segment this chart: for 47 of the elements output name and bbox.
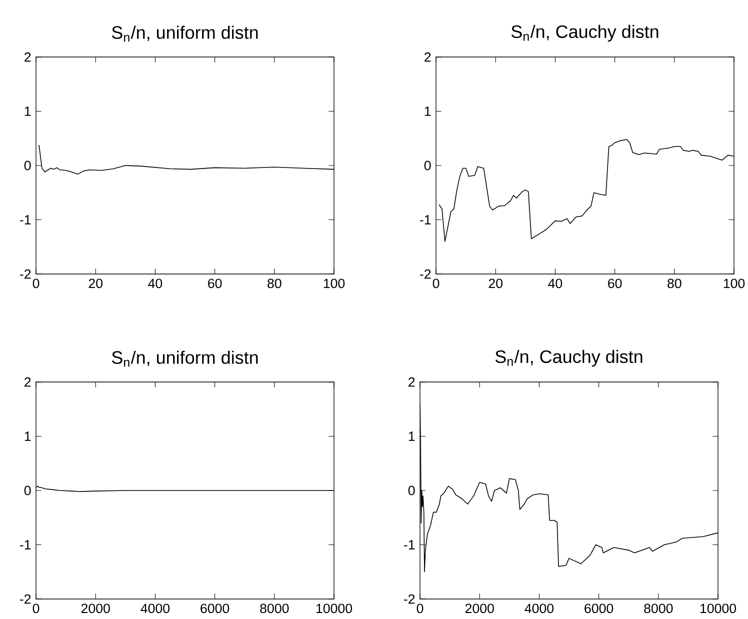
y-tick-label: 0 (24, 160, 31, 170)
y-tick-label: 0 (408, 486, 415, 496)
y-tick-label: -2 (404, 594, 415, 604)
x-tick-label: 80 (668, 278, 682, 288)
y-tick-label: 2 (408, 377, 415, 387)
chart-title: S$_{n}$/n, Cauchy distn (495, 350, 642, 367)
x-tick-label: 8000 (644, 604, 673, 614)
x-tick-label: 100 (324, 278, 345, 288)
chart-title: S$_{n}$/n, uniform distn (112, 350, 258, 367)
x-tick-label: 40 (548, 278, 562, 288)
y-tick-label: 2 (424, 52, 431, 62)
x-tick-label: 100 (724, 278, 745, 288)
x-tick-label: 8000 (260, 604, 289, 614)
x-tick-label: 6000 (584, 604, 614, 614)
x-tick-label: 6000 (200, 604, 230, 614)
x-tick-label: 20 (88, 278, 103, 288)
x-tick-label: 10000 (316, 604, 352, 614)
y-tick-label: -1 (404, 540, 415, 550)
y-tick-label: -2 (20, 269, 31, 279)
y-tick-label: -2 (20, 594, 31, 604)
y-tick-label: 1 (24, 432, 31, 441)
y-tick-label: 0 (24, 486, 31, 496)
x-tick-label: 40 (148, 278, 162, 288)
chart-title: S$_{n}$/n, uniform distn (112, 26, 258, 42)
x-tick-label: 60 (208, 278, 222, 288)
y-tick-label: 1 (424, 106, 431, 116)
x-tick-label: 0 (32, 604, 40, 614)
y-tick-label: 2 (24, 52, 31, 62)
x-tick-label: 80 (268, 278, 282, 288)
y-tick-label: 0 (424, 160, 431, 170)
x-tick-label: 20 (488, 278, 503, 288)
y-tick-label: 1 (408, 432, 415, 441)
x-tick-label: 2000 (465, 604, 494, 614)
y-tick-label: -1 (20, 540, 31, 550)
y-tick-label: -2 (420, 269, 431, 279)
x-tick-label: 0 (32, 278, 40, 288)
y-tick-label: 2 (24, 377, 31, 387)
chart-title: S$_{n}$/n, Cauchy distn (511, 24, 658, 42)
x-tick-label: 10000 (700, 604, 736, 614)
y-tick-label: -1 (420, 215, 431, 224)
x-tick-label: 60 (608, 278, 622, 288)
x-tick-label: 4000 (140, 604, 170, 614)
y-tick-label: -1 (20, 215, 31, 224)
y-tick-label: 1 (24, 106, 31, 116)
x-tick-label: 0 (432, 278, 440, 288)
x-tick-label: 2000 (81, 604, 110, 614)
x-tick-label: 4000 (524, 604, 554, 614)
